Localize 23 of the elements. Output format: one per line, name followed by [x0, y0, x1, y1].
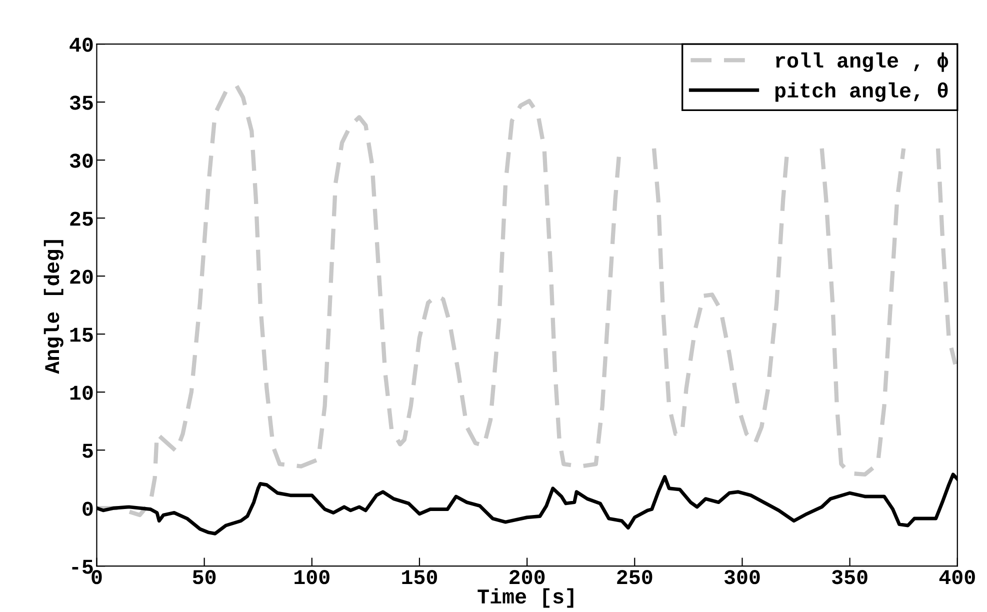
x-tick-label: 400 — [939, 570, 975, 584]
legend-label: pitch angle, θ — [775, 82, 948, 102]
legend-label: roll angle , ϕ — [776, 52, 948, 72]
y-tick-label: 25 — [70, 212, 93, 226]
y-axis-title: Angle [deg] — [44, 240, 64, 374]
x-tick-label: 150 — [402, 570, 438, 584]
y-tick-label: 35 — [70, 96, 93, 110]
y-tick-label: 15 — [70, 328, 93, 342]
x-tick-label: 200 — [510, 570, 545, 584]
x-tick-label: 50 — [192, 570, 216, 584]
y-tick-label: 40 — [70, 38, 93, 52]
y-tick-label: 20 — [70, 270, 93, 284]
x-tick-label: 100 — [294, 570, 330, 584]
x-tick-label: 0 — [92, 570, 102, 584]
y-tick-label: 5 — [82, 444, 93, 458]
y-tick-label: -5 — [72, 560, 93, 574]
x-tick-label: 250 — [617, 570, 652, 584]
x-tick-label: 350 — [832, 570, 868, 584]
x-tick-label: 300 — [724, 570, 760, 584]
y-tick-label: 0 — [82, 502, 93, 516]
x-axis-title: Time [s] — [478, 588, 574, 608]
y-tick-label: 30 — [70, 154, 93, 168]
y-tick-label: 10 — [70, 386, 93, 400]
